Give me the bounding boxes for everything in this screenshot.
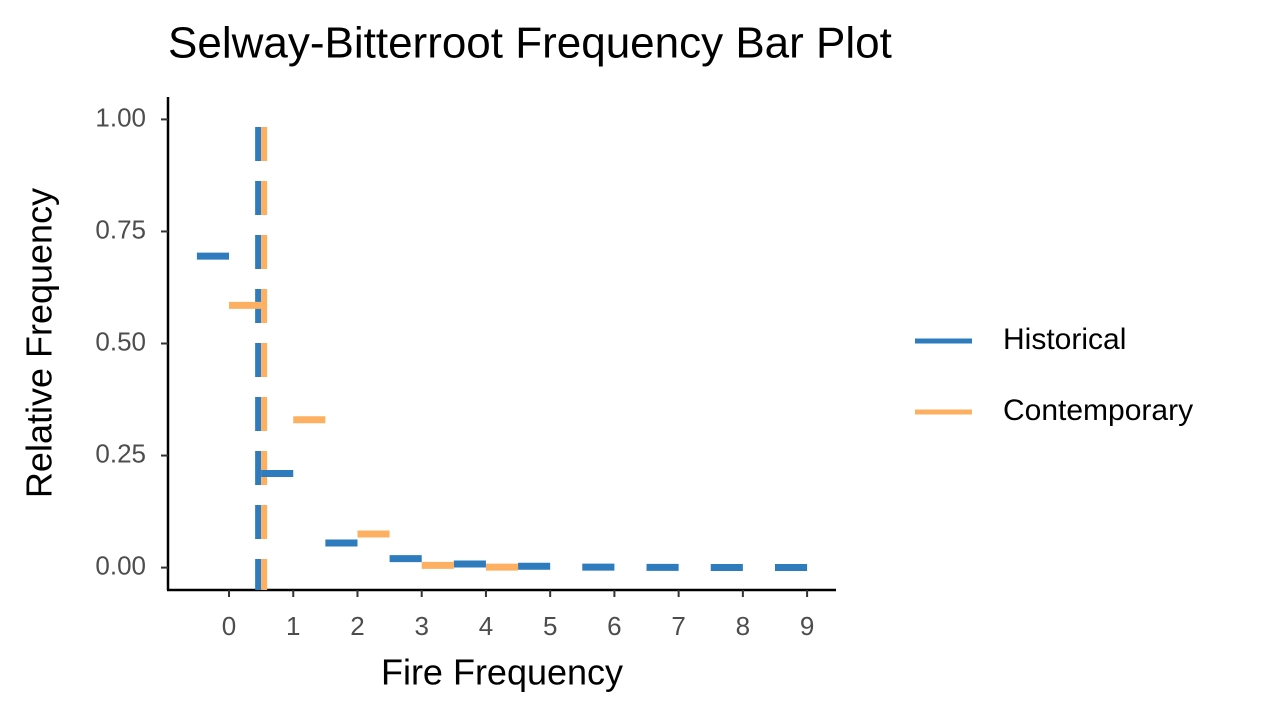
x-tick-label: 3: [414, 611, 428, 641]
x-tick-label: 8: [736, 611, 750, 641]
y-tick-label: 0.25: [95, 438, 146, 468]
x-tick-label: 2: [350, 611, 364, 641]
y-axis-title: Relative Frequency: [19, 188, 60, 498]
x-tick-label: 0: [222, 611, 236, 641]
x-tick-label: 5: [543, 611, 557, 641]
x-tick-label: 6: [607, 611, 621, 641]
legend-label: Historical: [1003, 323, 1126, 356]
legend-label: Contemporary: [1003, 394, 1193, 427]
y-tick-label: 0.50: [95, 326, 146, 356]
x-axis-title: Fire Frequency: [381, 652, 623, 693]
y-tick-label: 0.00: [95, 550, 146, 580]
x-tick-label: 7: [671, 611, 685, 641]
x-tick-label: 9: [800, 611, 814, 641]
x-tick-label: 1: [286, 611, 300, 641]
y-tick-label: 0.75: [95, 214, 146, 244]
y-tick-label: 1.00: [95, 102, 146, 132]
chart-title: Selway-Bitterroot Frequency Bar Plot: [168, 19, 892, 68]
x-tick-label: 4: [479, 611, 493, 641]
